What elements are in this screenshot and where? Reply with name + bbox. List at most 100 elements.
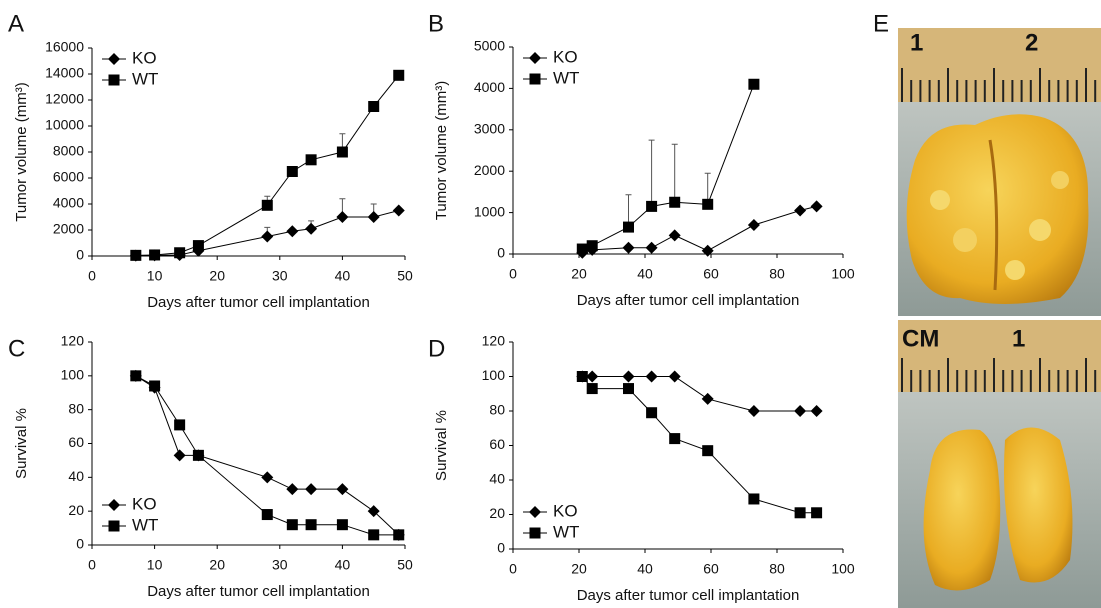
marker [529,527,541,539]
legend-label: KO [132,494,157,513]
marker [174,419,186,431]
series-line [135,375,400,536]
y-tick-label: 6000 [53,169,84,185]
x-tick-label: 0 [509,561,517,577]
y-tick-label: 20 [489,505,505,521]
legend-label: WT [553,68,579,87]
marker [576,243,588,255]
chart-panel: D 0 20 40 60 80 100 120 0 20 40 60 80 100 Days after t… [428,333,855,604]
y-tick-label: 2000 [53,221,84,237]
y-tick-label: 40 [68,468,84,484]
x-tick-label: 30 [272,268,288,284]
x-tick-label: 20 [571,561,587,577]
x-tick-label: 50 [397,557,413,573]
nodule [953,228,977,252]
marker [305,483,318,496]
marker [794,405,807,417]
normal-lung [923,429,1001,591]
panel-label: D [428,335,445,362]
legend-label: WT [553,522,579,541]
marker [576,371,588,382]
marker [305,222,318,235]
y-tick-label: 80 [68,400,84,416]
marker [747,219,760,232]
x-tick-label: 20 [571,266,587,282]
y-tick-label: 1000 [474,203,505,219]
ruler-label: CM [902,325,939,352]
y-tick-label: 60 [489,436,505,452]
x-tick-label: 0 [88,557,96,573]
y-tick-label: 16000 [45,39,84,55]
panel-label: C [8,335,25,362]
marker [586,383,598,395]
chart-panel: C 0 20 40 60 80 100 120 0 10 20 30 40 50 Days after tu… [8,333,413,600]
x-tick-label: 10 [147,557,163,573]
ruler-label: 1 [910,29,923,56]
chart-panel: B 0 1000 2000 3000 4000 5000 0 20 40 60 80 100 Days a… [428,10,855,309]
x-axis-label: Days after tumor cell implantation [147,583,370,600]
marker [286,483,299,496]
y-tick-label: 5000 [474,38,505,54]
marker [645,370,658,383]
marker [286,166,298,177]
marker [108,499,120,511]
series-line [582,376,817,412]
x-tick-label: 20 [209,557,225,573]
ruler-label: 2 [1025,29,1038,56]
x-tick-label: 10 [147,268,163,284]
nodule [930,190,950,210]
nodule [1005,260,1025,280]
marker [794,507,806,519]
lung-top [906,114,1089,304]
marker [701,392,714,405]
marker [286,225,299,238]
ruler-label: 1 [1012,325,1025,352]
marker [810,405,823,417]
y-tick-label: 120 [61,333,85,349]
marker [702,445,714,457]
series-line [582,205,817,254]
ruler [898,28,1101,102]
marker [748,493,760,505]
marker [668,229,681,242]
marker [108,74,120,86]
x-tick-label: 100 [831,266,855,282]
marker [149,249,161,261]
marker [622,241,635,254]
x-axis-label: Days after tumor cell implantation [577,292,800,309]
marker [392,204,405,217]
marker [192,240,204,252]
y-tick-label: 14000 [45,65,84,81]
marker [108,53,120,65]
marker [130,249,142,261]
x-tick-label: 60 [703,561,719,577]
series-line [135,375,399,536]
marker [646,407,658,419]
marker [701,244,714,257]
y-axis-label: Tumor volume (mm³) [13,82,30,221]
marker [668,370,681,383]
series-line [581,376,817,514]
y-tick-label: 10000 [45,117,84,133]
series-line [582,84,755,250]
marker [586,240,598,252]
x-tick-label: 0 [88,268,96,284]
marker [336,211,349,223]
legend-label: KO [553,501,578,520]
marker [261,509,273,521]
y-tick-label: 80 [489,402,505,418]
y-tick-label: 100 [482,367,506,383]
marker [192,449,204,461]
x-tick-label: 50 [397,268,413,284]
y-tick-label: 0 [76,536,84,552]
x-tick-label: 100 [831,561,855,577]
x-tick-label: 80 [769,266,785,282]
marker [305,519,317,531]
marker [748,78,760,90]
x-tick-label: 30 [272,557,288,573]
marker [623,383,634,395]
y-tick-label: 60 [68,434,84,450]
series-line [135,74,400,256]
